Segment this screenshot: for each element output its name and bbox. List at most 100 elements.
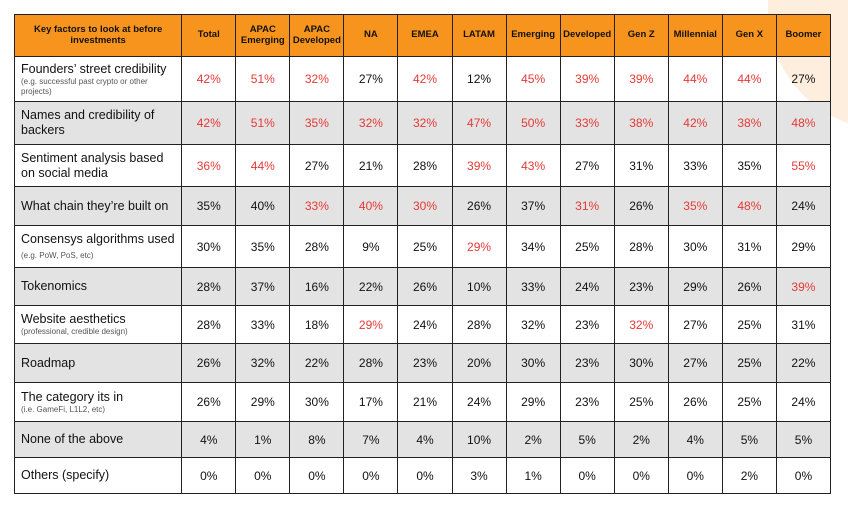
- value-cell: 32%: [613, 305, 669, 344]
- value-cell: 32%: [505, 305, 561, 344]
- value-cell: 39%: [775, 267, 832, 306]
- value-cell: 32%: [289, 56, 345, 102]
- value-cell: 29%: [451, 225, 507, 268]
- value-cell: 38%: [613, 101, 669, 145]
- value-cell: 28%: [343, 343, 399, 383]
- value-cell: 35%: [667, 186, 723, 226]
- value-cell: 39%: [451, 144, 507, 187]
- value-cell: 30%: [289, 382, 345, 422]
- value-cell: 0%: [775, 457, 832, 494]
- value-cell: 48%: [775, 101, 832, 145]
- value-cell: 17%: [343, 382, 399, 422]
- row-label-note: (i.e. GameFi, L1L2, etc): [21, 404, 106, 414]
- value-cell: 21%: [397, 382, 453, 422]
- column-header: APAC Emerging: [235, 14, 291, 57]
- header-row: Key factors to look at before investment…: [13, 14, 832, 57]
- value-cell: 32%: [397, 101, 453, 145]
- value-cell: 23%: [397, 343, 453, 383]
- value-cell: 26%: [397, 267, 453, 306]
- value-cell: 1%: [505, 457, 561, 494]
- value-cell: 23%: [613, 267, 669, 306]
- value-cell: 47%: [451, 101, 507, 145]
- value-cell: 24%: [397, 305, 453, 344]
- column-header: NA: [343, 14, 399, 57]
- value-cell: 30%: [505, 343, 561, 383]
- value-cell: 26%: [613, 186, 669, 226]
- value-cell: 33%: [559, 101, 615, 145]
- column-header: Total: [181, 14, 237, 57]
- value-cell: 3%: [451, 457, 507, 494]
- value-cell: 27%: [667, 343, 723, 383]
- value-cell: 51%: [235, 101, 291, 145]
- value-cell: 35%: [289, 101, 345, 145]
- value-cell: 28%: [397, 144, 453, 187]
- row-label: Others (specify): [13, 457, 183, 494]
- row-label: Sentiment analysis based on social media: [13, 144, 183, 187]
- value-cell: 34%: [505, 225, 561, 268]
- value-cell: 29%: [505, 382, 561, 422]
- value-cell: 29%: [235, 382, 291, 422]
- value-cell: 35%: [181, 186, 237, 226]
- value-cell: 2%: [613, 421, 669, 458]
- column-header: Emerging: [505, 14, 561, 57]
- value-cell: 21%: [343, 144, 399, 187]
- value-cell: 27%: [775, 56, 832, 102]
- value-cell: 44%: [235, 144, 291, 187]
- value-cell: 24%: [775, 382, 832, 422]
- column-header: LATAM: [451, 14, 507, 57]
- value-cell: 33%: [505, 267, 561, 306]
- value-cell: 24%: [775, 186, 832, 226]
- value-cell: 2%: [721, 457, 777, 494]
- value-cell: 31%: [613, 144, 669, 187]
- value-cell: 29%: [775, 225, 832, 268]
- table-row: What chain they’re built on 35% 40% 33% 40% 3…: [13, 186, 832, 226]
- value-cell: 25%: [721, 305, 777, 344]
- value-cell: 16%: [289, 267, 345, 306]
- row-label: Consensys algorithms used (e.g. PoW, PoS…: [13, 225, 183, 268]
- value-cell: 29%: [667, 267, 723, 306]
- value-cell: 23%: [559, 305, 615, 344]
- value-cell: 10%: [451, 421, 507, 458]
- row-label-text: Tokenomics: [21, 279, 87, 293]
- row-label: Founders’ street credibility (e.g. succes…: [13, 56, 183, 102]
- table-row: None of the above 4% 1% 8% 7% 4% 10% 2% 5% 2% 4% 5%…: [13, 421, 832, 458]
- value-cell: 23%: [559, 382, 615, 422]
- column-header: Gen X: [721, 14, 777, 57]
- row-label-text: Consensys algorithms used: [21, 231, 175, 246]
- value-cell: 26%: [667, 382, 723, 422]
- value-cell: 5%: [721, 421, 777, 458]
- row-label-text: The category its in: [21, 389, 124, 404]
- value-cell: 12%: [451, 56, 507, 102]
- value-cell: 30%: [397, 186, 453, 226]
- value-cell: 27%: [667, 305, 723, 344]
- value-cell: 25%: [721, 382, 777, 422]
- value-cell: 32%: [235, 343, 291, 383]
- value-cell: 9%: [343, 225, 399, 268]
- value-cell: 24%: [559, 267, 615, 306]
- column-header: APAC Developed: [289, 14, 345, 57]
- value-cell: 22%: [289, 343, 345, 383]
- value-cell: 10%: [451, 267, 507, 306]
- value-cell: 33%: [235, 305, 291, 344]
- row-label: Roadmap: [13, 343, 183, 383]
- row-label: None of the above: [13, 421, 183, 458]
- value-cell: 33%: [289, 186, 345, 226]
- value-cell: 31%: [559, 186, 615, 226]
- value-cell: 27%: [289, 144, 345, 187]
- table-row: Sentiment analysis based on social media…: [13, 144, 832, 187]
- row-label-text: Others (specify): [21, 468, 110, 482]
- value-cell: 40%: [235, 186, 291, 226]
- value-cell: 42%: [181, 101, 237, 145]
- value-cell: 50%: [505, 101, 561, 145]
- value-cell: 0%: [343, 457, 399, 494]
- value-cell: 44%: [721, 56, 777, 102]
- row-label-text: Founders’ street credibility: [21, 62, 167, 77]
- value-cell: 30%: [667, 225, 723, 268]
- table-row: Consensys algorithms used (e.g. PoW, PoS…: [13, 225, 832, 268]
- value-cell: 27%: [343, 56, 399, 102]
- value-cell: 28%: [181, 267, 237, 306]
- value-cell: 7%: [343, 421, 399, 458]
- value-cell: 28%: [613, 225, 669, 268]
- value-cell: 51%: [235, 56, 291, 102]
- value-cell: 43%: [505, 144, 561, 187]
